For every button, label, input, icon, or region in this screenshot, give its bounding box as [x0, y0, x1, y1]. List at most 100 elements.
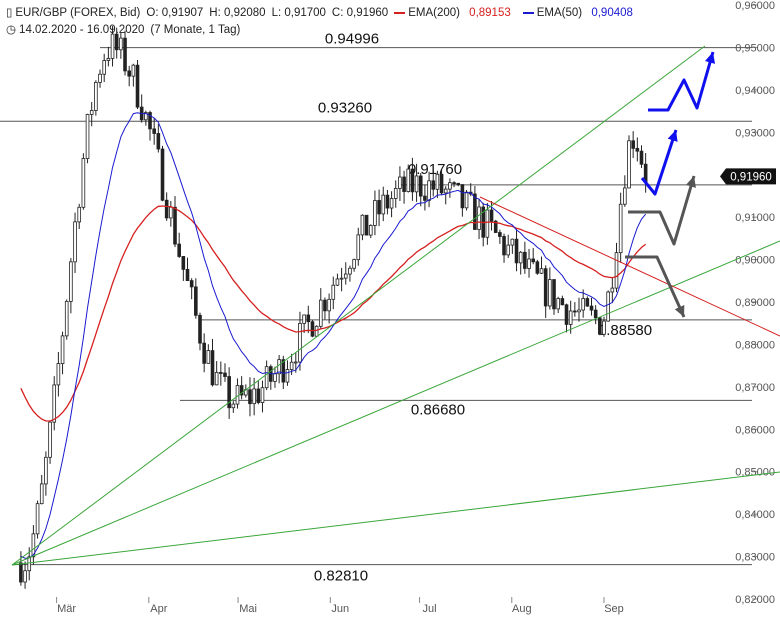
candle-body — [581, 298, 585, 311]
candle-body — [364, 214, 369, 236]
candle-body — [31, 533, 36, 558]
candle-body — [264, 366, 269, 389]
candle-body — [206, 350, 211, 364]
candle-body — [568, 310, 573, 325]
forecast-arrow-gray-down — [625, 255, 686, 318]
level-label: 0.86680 — [411, 401, 465, 418]
y-tick-label: 0,96000 — [735, 0, 775, 12]
y-tick-label: 0,86000 — [735, 424, 775, 436]
candle-body — [523, 251, 527, 269]
ema200-value: 0,89153 — [469, 7, 511, 19]
candle-body — [144, 112, 148, 121]
candle-body — [181, 256, 186, 270]
candle-body — [73, 221, 77, 263]
x-tick-label: Aug — [512, 603, 532, 615]
y-tick-label: 0,91000 — [735, 212, 775, 224]
candle-body — [518, 251, 523, 264]
candle-body — [606, 291, 610, 322]
candle-body — [256, 388, 261, 403]
x-tick-label: Mär — [57, 603, 76, 615]
candle-body — [148, 112, 152, 130]
candle-body — [81, 158, 86, 208]
candle-body — [502, 236, 506, 256]
candle-body — [306, 314, 311, 323]
candle-body — [327, 298, 331, 312]
forecast-arrow-gray-up — [628, 175, 696, 246]
candle-body — [623, 187, 627, 205]
level-label: 0.93260 — [318, 99, 372, 116]
period-label: (7 Monate, 1 Tag) — [150, 24, 241, 36]
trendline-red-descending — [479, 196, 780, 337]
candle-body — [123, 37, 127, 72]
ema200-line — [20, 205, 646, 422]
candle-body — [323, 299, 327, 312]
candle-body — [194, 286, 198, 316]
candle-body — [248, 389, 252, 405]
candle-body — [493, 220, 498, 233]
candle-body — [498, 232, 502, 237]
y-tick-label: 0,87000 — [735, 382, 775, 394]
candle-body — [335, 278, 340, 286]
candle-body — [435, 173, 440, 190]
candle-body — [539, 268, 544, 274]
candle-body — [389, 198, 394, 209]
candle-body — [602, 320, 606, 335]
candle-body — [368, 225, 373, 236]
trendline-green-flat — [11, 471, 780, 566]
candle-body — [398, 176, 402, 189]
ema200-legend: EMA(200) 0,89153 — [394, 7, 517, 19]
candle-body — [223, 372, 227, 377]
candle-body — [339, 277, 344, 280]
candle-body — [618, 203, 623, 254]
candle-body — [360, 214, 365, 236]
candle-body — [310, 321, 315, 337]
level-label: 0.88580 — [598, 322, 652, 339]
candle-body — [452, 182, 456, 185]
candle-body — [77, 206, 82, 223]
candle-body — [210, 350, 215, 386]
candle-body — [423, 195, 427, 201]
ema50-value: 0,90408 — [591, 7, 633, 19]
candle-body — [219, 372, 223, 374]
x-tick-label: Sep — [604, 603, 624, 615]
trendline-green-mid — [11, 240, 780, 566]
level-label: 0.91760 — [408, 161, 462, 178]
candle-body — [418, 175, 423, 197]
candle-body — [85, 114, 90, 159]
candle-body — [64, 300, 69, 337]
candle-body — [69, 261, 73, 302]
y-tick-label: 0,82000 — [735, 594, 775, 606]
candle-body — [527, 258, 531, 269]
candle-body — [631, 140, 635, 149]
candle-body — [198, 314, 202, 344]
candle-body — [239, 385, 244, 396]
candle-body — [431, 180, 436, 190]
candle-body — [227, 376, 231, 409]
candle-body — [60, 335, 65, 365]
candle-body — [627, 140, 631, 189]
candle-body — [535, 261, 540, 274]
candle-body — [331, 284, 336, 300]
forecast-arrow-blue-upper-head — [705, 52, 716, 64]
chart-header: ▯ EUR/GBP (FOREX, Bid) O: 0,91907 H: 0,9208… — [6, 5, 645, 19]
candle-body — [427, 180, 431, 201]
y-tick-label: 0,83000 — [735, 552, 775, 564]
candle-body — [260, 387, 265, 403]
x-tick-label: Mai — [239, 603, 257, 615]
candle-body — [510, 238, 515, 246]
candle-body — [506, 244, 511, 256]
candle-body — [56, 363, 61, 386]
y-tick-label: 0,88000 — [735, 339, 775, 351]
candle-body — [106, 57, 111, 61]
current-price-marker — [720, 168, 776, 185]
candle-body — [443, 188, 448, 194]
candle-body — [514, 238, 519, 264]
candle-body — [343, 273, 348, 279]
candle-body — [185, 268, 190, 282]
open-value: O: 0,91907 — [146, 7, 204, 19]
candle-body — [573, 310, 577, 313]
candle-body — [560, 298, 565, 306]
candle-body — [277, 359, 281, 375]
candle-body — [231, 403, 236, 409]
candle-body — [406, 168, 411, 192]
